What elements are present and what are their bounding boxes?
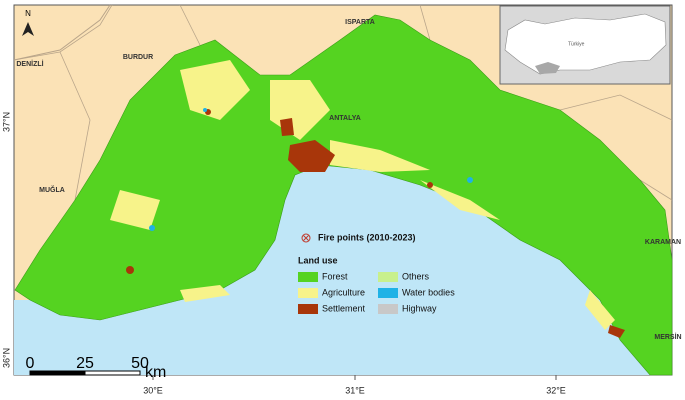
inset-label: Türkiye <box>568 41 585 47</box>
longitude-label: 31°E <box>345 385 365 395</box>
inset-map: Türkiye <box>499 5 671 85</box>
legend: Fire points (2010-2023) Land use Forest Agr… <box>298 232 455 314</box>
fire-points-label: Fire points (2010-2023) <box>318 232 416 242</box>
legend-title: Land use <box>298 255 338 265</box>
water-patches <box>149 108 473 231</box>
legend-label: Others <box>402 271 430 281</box>
province-boundary <box>13 4 111 61</box>
legend-label: Water bodies <box>402 287 455 297</box>
longitude-label: 30°E <box>143 385 163 395</box>
fire-point-symbol <box>301 233 311 243</box>
scale-segment <box>29 370 86 376</box>
legend-label: Forest <box>322 271 348 281</box>
legend-swatch <box>378 288 398 298</box>
legend-swatch <box>298 304 318 314</box>
latitude-label: 36°N <box>1 348 11 368</box>
north-label: N <box>25 9 31 18</box>
scale-label: 25 <box>76 355 94 372</box>
latitude-label: 37°N <box>1 112 11 132</box>
legend-swatch <box>298 272 318 282</box>
place-label: KARAMAN <box>645 239 681 246</box>
legend-swatch <box>298 288 318 298</box>
place-label: ISPARTA <box>345 19 375 26</box>
settlement-patches <box>126 109 625 338</box>
province-boundaries <box>13 4 673 201</box>
scale-label: 50 <box>131 355 149 372</box>
legend-swatch <box>378 304 398 314</box>
scale-label: 0 <box>26 355 35 372</box>
sea <box>14 165 650 375</box>
place-label: DENİZLİ <box>16 60 43 68</box>
legend-label: Settlement <box>322 303 366 313</box>
scale-unit: km <box>145 364 166 381</box>
place-label: BURDUR <box>123 54 153 61</box>
longitude-label: 32°E <box>546 385 566 395</box>
fire-point-cross <box>303 235 309 241</box>
place-label: MERSİN <box>654 333 681 341</box>
scale-segment <box>84 370 141 376</box>
place-label: ANTALYA <box>329 115 361 122</box>
legend-label: Highway <box>402 303 437 313</box>
legend-label: Agriculture <box>322 287 365 297</box>
land-forest <box>14 14 673 376</box>
legend-swatch <box>378 272 398 282</box>
place-label: MUĞLA <box>39 185 65 194</box>
north-arrow: N <box>22 9 34 36</box>
